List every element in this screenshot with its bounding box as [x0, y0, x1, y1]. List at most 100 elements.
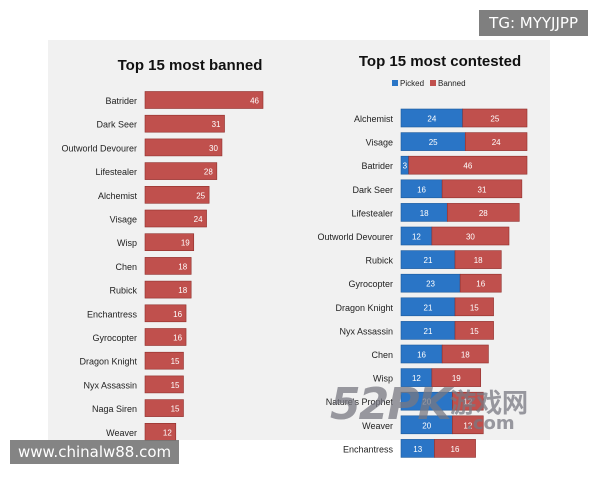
- legend-banned-label: Banned: [438, 79, 466, 88]
- banned-bar: [441, 179, 523, 199]
- banned-bar: [454, 297, 494, 317]
- right-category-label: Wisp: [373, 374, 393, 384]
- left-bar-value: 31: [212, 120, 221, 129]
- left-category-label: Naga Siren: [92, 404, 137, 414]
- left-bar-value: 18: [178, 286, 187, 295]
- left-bar: [144, 328, 187, 346]
- banned-value: 28: [479, 209, 488, 218]
- picked-value: 25: [429, 138, 438, 147]
- banned-value: 24: [492, 138, 501, 147]
- picked-value: 20: [422, 398, 431, 407]
- left-bar: [144, 209, 207, 228]
- banned-value: 12: [463, 398, 472, 407]
- right-category-label: Visage: [366, 138, 393, 148]
- banned-value: 15: [470, 327, 479, 336]
- banned-bar: [431, 368, 482, 387]
- left-bar: [144, 257, 192, 275]
- banned-value: 30: [466, 233, 475, 242]
- left-bar-value: 12: [163, 428, 172, 437]
- banned-value: 15: [470, 303, 479, 312]
- left-bar-value: 15: [171, 405, 180, 414]
- left-category-label: Visage: [110, 215, 137, 225]
- banned-value: 19: [452, 374, 461, 383]
- banned-bar: [441, 344, 489, 364]
- picked-value: 12: [412, 233, 421, 242]
- left-category-label: Wisp: [117, 238, 137, 248]
- left-bar: [144, 138, 223, 157]
- right-chart-title: Top 15 most contested: [359, 53, 521, 70]
- banned-value: 46: [463, 162, 472, 171]
- right-category-label: Nature's Prophet: [326, 397, 394, 407]
- left-category-label: Rubick: [109, 286, 137, 296]
- banned-value: 18: [461, 351, 470, 360]
- picked-value: 21: [424, 303, 433, 312]
- picked-value: 24: [427, 115, 436, 124]
- left-category-label: Dragon Knight: [79, 357, 137, 367]
- left-category-label: Gyrocopter: [92, 333, 137, 343]
- right-category-label: Lifestealer: [351, 208, 393, 218]
- legend-picked-swatch: [392, 80, 398, 86]
- left-category-label: Outworld Devourer: [61, 143, 137, 153]
- banned-bar: [454, 250, 502, 269]
- left-bar: [144, 304, 187, 323]
- banned-bar: [454, 321, 494, 340]
- right-category-label: Dragon Knight: [335, 303, 393, 313]
- left-bar-value: 24: [194, 215, 203, 224]
- logo-cn-text: 游戏网: [450, 389, 529, 419]
- banned-bar: [446, 203, 520, 222]
- picked-value: 21: [424, 256, 433, 265]
- left-bar-value: 19: [181, 239, 190, 248]
- site-logo-watermark: 52PK 游戏网 .com: [330, 379, 529, 434]
- left-category-label: Alchemist: [98, 191, 138, 201]
- left-category-label: Enchantress: [87, 309, 138, 319]
- banned-value: 12: [463, 421, 472, 430]
- banned-bar: [434, 439, 476, 458]
- left-bar: [144, 375, 184, 394]
- picked-value: 21: [424, 327, 433, 336]
- left-chart-title: Top 15 most banned: [118, 57, 263, 74]
- legend-picked-label: Picked: [400, 79, 424, 88]
- right-category-label: Nyx Assassin: [339, 326, 393, 336]
- right-category-label: Gyrocopter: [348, 279, 393, 289]
- picked-value: 18: [420, 209, 429, 218]
- right-category-label: Rubick: [365, 256, 393, 266]
- banned-value: 18: [474, 256, 483, 265]
- left-category-label: Batrider: [105, 96, 137, 106]
- banned-bar: [452, 415, 484, 435]
- left-bar-value: 15: [171, 357, 180, 366]
- legend-banned-swatch: [430, 80, 436, 86]
- banned-bar: [462, 108, 528, 128]
- left-bar: [144, 162, 218, 180]
- banned-bar: [408, 155, 528, 175]
- banned-bar: [431, 226, 510, 246]
- left-category-label: Nyx Assassin: [83, 380, 137, 390]
- left-category-label: Lifestealer: [95, 167, 137, 177]
- left-bar-value: 18: [178, 262, 187, 271]
- left-bar: [144, 280, 192, 299]
- left-bar: [144, 114, 225, 133]
- left-bar-value: 16: [173, 310, 182, 319]
- left-bar-value: 15: [171, 381, 180, 390]
- banned-value: 25: [490, 115, 499, 124]
- left-bar: [144, 233, 195, 251]
- tg-watermark: TG: MYYJJPP: [479, 10, 588, 36]
- picked-value: 23: [426, 280, 435, 289]
- picked-value: 16: [417, 185, 426, 194]
- picked-value: 12: [412, 374, 421, 383]
- left-bar: [144, 351, 184, 370]
- banned-value: 16: [476, 280, 485, 289]
- right-category-label: Batrider: [361, 161, 393, 171]
- picked-value: 3: [403, 162, 408, 171]
- right-category-label: Chen: [371, 350, 393, 360]
- right-category-label: Alchemist: [354, 114, 394, 124]
- left-bar-value: 25: [196, 191, 205, 200]
- picked-value: 13: [413, 445, 422, 454]
- site-url-watermark: www.chinalw88.com: [10, 440, 180, 464]
- left-bar: [144, 186, 210, 204]
- right-category-label: Outworld Devourer: [317, 232, 393, 242]
- left-bar-value: 28: [204, 168, 213, 177]
- banned-value: 16: [451, 445, 460, 454]
- left-bar: [144, 399, 184, 417]
- banned-bar: [452, 391, 484, 411]
